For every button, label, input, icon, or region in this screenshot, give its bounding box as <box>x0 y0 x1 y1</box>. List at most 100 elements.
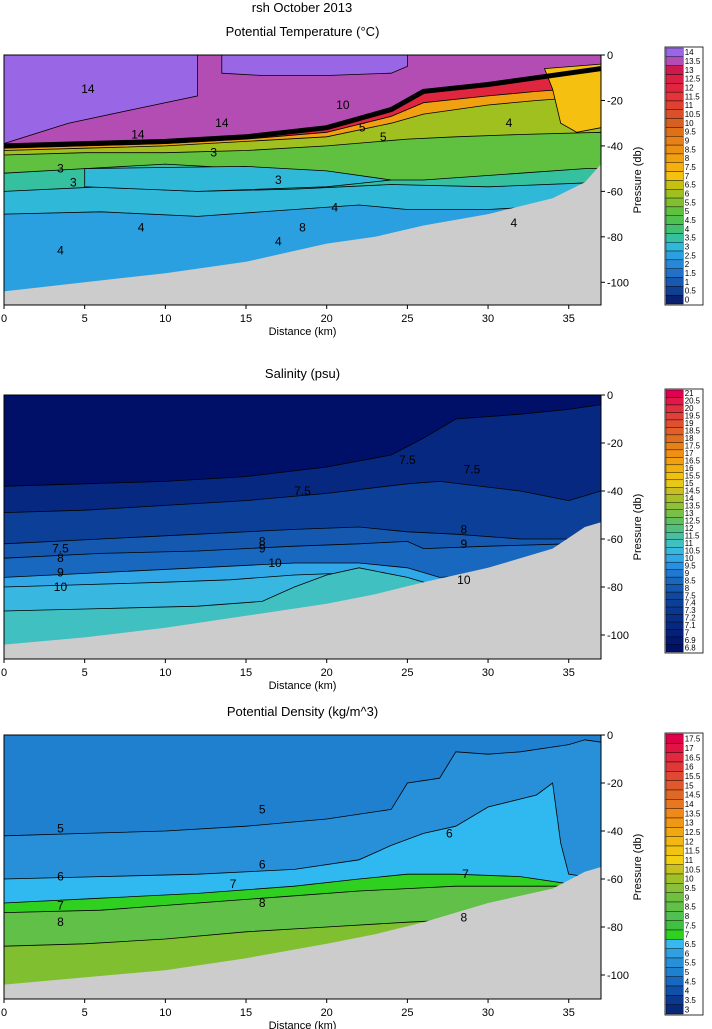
page-title: rsh October 2013 <box>251 0 353 15</box>
colorbar-label: 15 <box>685 781 694 790</box>
colorbar-label: 17.5 <box>685 735 701 744</box>
contour-label: 10 <box>336 98 350 112</box>
colorbar-label: 6.5 <box>685 181 697 190</box>
thermocline-band <box>4 66 601 149</box>
colorbar-label: 7.4 <box>685 599 697 608</box>
colorbar-swatch <box>665 464 684 473</box>
colorbar-label: 1 <box>685 278 690 287</box>
colorbar-swatch <box>665 873 684 884</box>
colorbar-swatch <box>665 472 684 481</box>
x-tick-label: 30 <box>482 667 494 679</box>
colorbar-swatch <box>665 733 684 744</box>
colorbar-swatch <box>665 808 684 819</box>
colorbar-label: 7.1 <box>685 621 696 630</box>
colorbar-label: 3.5 <box>685 234 697 243</box>
colorbar-swatch <box>665 47 684 58</box>
colorbar-label: 15.5 <box>685 772 701 781</box>
colorbar-label: 13.5 <box>685 57 701 66</box>
x-tick-label: 25 <box>401 1007 413 1019</box>
colorbar-label: 15 <box>685 479 694 488</box>
colorbar-swatch <box>665 136 684 146</box>
colorbar-label: 7.2 <box>685 614 696 623</box>
colorbar-swatch <box>665 206 684 216</box>
chart-title: Potential Temperature (°C) <box>226 24 380 39</box>
y-tick-label: -80 <box>607 582 623 594</box>
colorbar-swatch <box>665 901 684 912</box>
contour-label: 4 <box>511 216 518 230</box>
colorbar-swatch <box>665 836 684 847</box>
colorbar-label: 12.5 <box>685 75 701 84</box>
y-tick-label: -80 <box>607 232 623 244</box>
y-tick-label: -40 <box>607 486 623 498</box>
colorbar-label: 16.5 <box>685 753 701 762</box>
colorbar-swatch <box>665 939 684 949</box>
colorbar-swatch <box>665 591 684 600</box>
y-tick-label: 0 <box>607 390 613 402</box>
colorbar-label: 8.5 <box>685 903 697 912</box>
y-tick-label: -40 <box>607 141 623 153</box>
colorbar-label: 7.5 <box>685 921 697 930</box>
colorbar-label: 13 <box>685 509 694 518</box>
colorbar-label: 3 <box>685 242 690 251</box>
colorbar-swatch <box>665 242 684 252</box>
colorbar-label: 0 <box>685 295 690 304</box>
contour-label: 9 <box>461 537 468 551</box>
colorbar-label: 14 <box>685 494 694 503</box>
colorbar-swatch <box>665 118 684 128</box>
contour-label: 14 <box>215 116 229 130</box>
colorbar-swatch <box>665 91 684 102</box>
colorbar-swatch <box>665 547 684 555</box>
colorbar-swatch <box>665 277 684 287</box>
colorbar-swatch <box>665 799 684 809</box>
colorbar-swatch <box>665 948 684 959</box>
colorbar-label: 5 <box>685 207 690 216</box>
colorbar-label: 10 <box>685 875 694 884</box>
y-tick-label: -80 <box>607 922 623 934</box>
colorbar-swatch <box>665 864 684 875</box>
colorbar-label: 20 <box>685 404 694 413</box>
colorbar-swatch <box>665 606 684 615</box>
contour-label: 6 <box>446 826 453 840</box>
contour-label: 7.5 <box>52 542 69 556</box>
colorbar-label: 8.5 <box>685 576 697 585</box>
colorbar-swatch <box>665 233 684 243</box>
colorbar-label: 14 <box>685 48 694 57</box>
colorbar-swatch <box>665 100 684 110</box>
colorbar-swatch <box>665 294 684 305</box>
contour-label: 8 <box>57 551 64 565</box>
y-tick-label: -60 <box>607 186 623 198</box>
x-tick-label: 0 <box>1 667 7 679</box>
colorbar-swatch <box>665 189 684 199</box>
colorbar-label: 2.5 <box>685 251 697 260</box>
colorbar-swatch <box>665 153 684 163</box>
colorbar-frame <box>664 388 704 654</box>
contour-label: 14 <box>131 128 145 142</box>
colorbar-swatch <box>665 412 684 421</box>
colorbar-label: 11 <box>685 539 693 548</box>
x-tick-label: 15 <box>240 667 252 679</box>
contour-label: 7 <box>230 877 237 891</box>
contour-label: 4 <box>506 116 513 130</box>
colorbar-label: 7 <box>685 931 690 940</box>
colorbar-label: 18 <box>685 434 694 443</box>
contour-label: 7 <box>57 898 64 912</box>
contour-label: 3 <box>275 173 282 187</box>
colorbar-label: 10 <box>685 554 694 563</box>
x-axis-label: Distance (km) <box>269 680 337 692</box>
colorbar-swatch <box>665 621 684 630</box>
x-tick-label: 30 <box>482 313 494 325</box>
colorbar-label: 11 <box>685 856 694 865</box>
y-tick-label: 0 <box>607 730 613 742</box>
colorbar-swatch <box>665 56 684 66</box>
colorbar-swatch <box>665 268 684 278</box>
colorbar-frame <box>664 46 704 306</box>
x-tick-label: 10 <box>159 313 171 325</box>
colorbar-label: 7 <box>685 172 690 181</box>
colorbar-label: 7.5 <box>685 163 697 172</box>
contour-label: 7.5 <box>294 484 311 498</box>
x-tick-label: 35 <box>563 667 575 679</box>
colorbar-label: 16 <box>685 763 694 772</box>
colorbar-label: 11.5 <box>685 531 700 540</box>
contour-label: 3 <box>57 162 64 176</box>
